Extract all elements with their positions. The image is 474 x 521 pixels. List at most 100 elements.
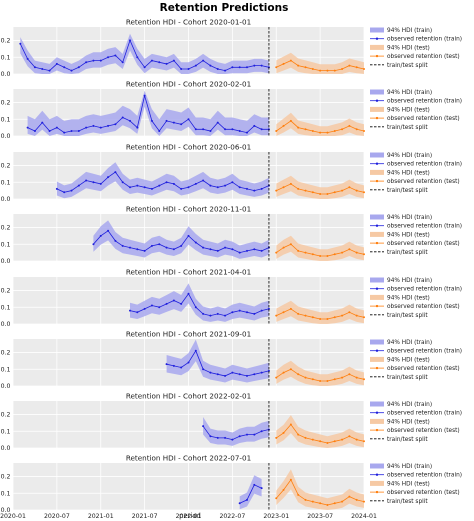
train-point [129,119,131,122]
test-point [363,440,365,443]
train-point [92,243,95,246]
train-point [246,249,248,252]
test-point [275,497,278,500]
train-point [253,124,256,127]
test-point [363,253,365,256]
train-point [136,126,139,129]
train-point [63,131,66,134]
legend: 94% HDI (train) observed retention (train… [370,27,462,69]
test-point [304,189,307,192]
train-point [180,302,183,305]
train-point [209,129,212,132]
train-point [260,430,263,433]
train-point [194,64,197,67]
panel-title: Retention HDI - Cohort 2021-04-01 [126,268,251,277]
train-point [114,54,117,57]
figure-title: Retention Predictions [160,2,289,14]
train-point [172,182,175,185]
train-hdi-band [56,162,269,199]
legend-obs-test: observed retention (test) [387,304,460,310]
train-point [143,94,146,97]
train-point [158,61,161,64]
test-point [341,251,344,254]
train-point [41,121,44,124]
legend-marker [375,366,379,370]
panel-title: Retention HDI - Cohort 2022-07-01 [126,454,251,463]
x-axis-label: period [179,512,201,520]
test-point [282,371,285,374]
legend-split: train/test split [387,313,428,319]
train-point [194,128,197,131]
train-point [267,307,270,310]
train-point [202,59,205,62]
train-point [70,69,73,72]
y-tick-label: 0.1 [1,304,11,311]
legend-marker [375,241,379,245]
legend-hdi-test: 94% HDI (test) [387,232,430,238]
train-point [202,368,205,371]
test-point [333,69,336,72]
train-point [231,248,234,251]
legend-swatch [370,169,384,175]
train-point [187,234,190,237]
test-point [275,66,278,69]
y-tick-label: 0.2 [1,350,11,357]
legend-marker [375,411,379,414]
train-point [85,61,88,64]
test-point [289,119,292,122]
test-point [297,493,300,496]
test-point [282,62,285,65]
train-point [172,248,175,251]
panel-title: Retention HDI - Cohort 2020-02-01 [126,80,251,89]
panel-title: Retention HDI - Cohort 2020-01-01 [126,18,251,27]
legend: 94% HDI (train) observed retention (train… [370,214,462,256]
test-point [326,379,329,382]
legend-marker [375,116,379,120]
test-hdi-band [276,235,364,261]
test-point [297,373,300,376]
legend-obs-test: observed retention (test) [387,366,460,372]
legend-swatch [370,214,384,220]
panel-7: Retention HDI - Cohort 2022-02-01 0.0 0.1 0… [1,392,462,453]
legend-swatch [370,89,384,95]
test-point [311,378,314,381]
train-point [70,189,73,192]
test-point [326,192,329,195]
train-point [224,436,227,439]
y-tick-label: 0.1 [1,116,11,123]
train-point [143,307,146,310]
test-point [311,129,314,132]
y-tick-label: 0.2 [1,474,11,481]
y-tick-label: 0.2 [1,100,11,107]
train-point [172,299,175,302]
train-point [107,124,110,127]
train-point [55,62,58,65]
test-point [282,246,285,249]
test-point [319,192,322,195]
test-point [297,64,300,67]
train-point [121,61,124,64]
train-point [77,184,80,187]
test-point [348,186,351,189]
test-point [333,253,336,256]
test-point [326,131,329,134]
train-point [253,64,256,67]
test-point [297,433,300,436]
legend-hdi-test: 94% HDI (test) [387,419,430,425]
legend-marker [375,473,379,476]
train-point [77,66,80,69]
train-point [209,371,212,374]
panel-2: Retention HDI - Cohort 2020-02-01 0.0 0.1 0… [1,80,462,141]
legend-obs-test: observed retention (test) [387,116,460,122]
legend-hdi-test: 94% HDI (test) [387,170,430,176]
train-point [172,59,175,62]
train-point [253,433,256,436]
test-point [355,376,358,379]
legend-obs-train: observed retention (train) [387,37,462,43]
train-point [136,248,139,251]
test-point [348,248,351,251]
train-point [129,39,131,42]
train-point [180,123,183,126]
test-point [333,191,336,194]
legend-hdi-train: 94% HDI (train) [387,153,432,159]
